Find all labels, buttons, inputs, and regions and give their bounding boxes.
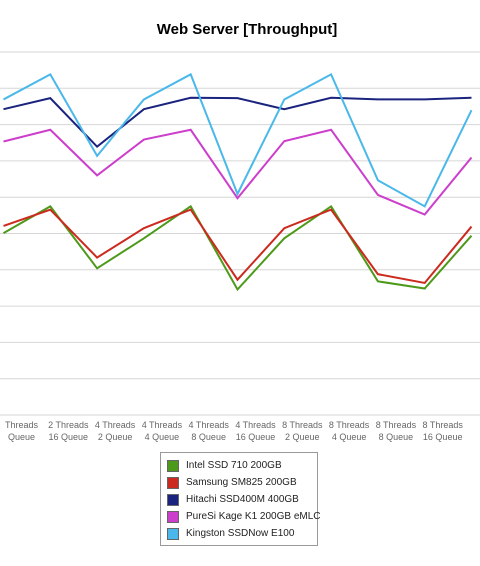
x-tick-label: 8 Threads 8 Queue [376,420,417,442]
legend-label: Kingston SSDNow E100 [186,528,295,539]
x-tick-label: 8 Threads 4 Queue [329,420,370,442]
legend-item: Samsung SM825 200GB [167,474,317,491]
x-tick-label: 4 Threads 8 Queue [189,420,230,442]
x-tick-label: 8 Threads 2 Queue [282,420,323,442]
series-line-0 [3,204,473,292]
series-line-4 [3,72,473,208]
legend-item: Hitachi SSD400M 400GB [167,491,317,508]
legend-swatch [167,459,179,472]
series-line-2 [3,96,472,149]
legend-label: Samsung SM825 200GB [186,477,297,488]
series-line-3 [3,128,473,216]
chart-series [3,72,473,292]
legend-item: PureSi Kage K1 200GB eMLC [167,508,321,525]
x-tick-label: 4 Threads 2 Queue [95,420,136,442]
chart-title: Web Server [Throughput] [157,21,338,38]
chart-legend: Intel SSD 710 200GB Samsung SM825 200GB Hi… [160,452,321,546]
x-tick-label: Threads Queue [5,420,39,442]
x-tick-label: 2 Threads 16 Queue [48,420,89,442]
legend-item: Kingston SSDNow E100 [167,525,317,542]
legend-item: Intel SSD 710 200GB [167,457,317,474]
series-line-1 [3,208,473,285]
legend-label: Hitachi SSD400M 400GB [186,494,299,505]
legend-swatch [167,493,179,506]
legend-label: Intel SSD 710 200GB [186,460,282,471]
legend-label: PureSi Kage K1 200GB eMLC [186,511,321,522]
x-tick-label: 8 Threads 16 Queue [423,420,464,442]
x-tick-label: 4 Threads 16 Queue [235,420,276,442]
legend-swatch [167,476,179,489]
x-tick-label: 4 Threads 4 Queue [142,420,183,442]
x-axis-ticks: Threads Queue 2 Threads 16 Queue 4 Threads 2 … [5,420,464,442]
legend-swatch [167,510,179,523]
legend-swatch [167,527,179,540]
